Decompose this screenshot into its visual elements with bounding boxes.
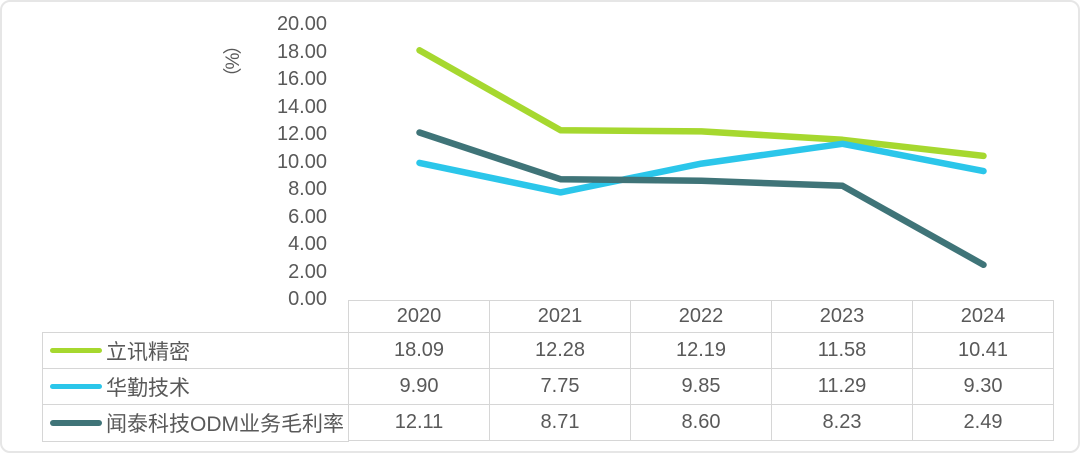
year-header-cell: 2020	[349, 301, 490, 333]
value-cell: 11.29	[772, 369, 913, 405]
y-axis-tick: 12.00	[276, 123, 327, 145]
table-row: 12.11 8.71 8.60 8.23 2.49	[349, 405, 1054, 441]
legend-row: 立讯精密	[43, 333, 348, 369]
series-line-2	[416, 140, 987, 196]
value-cell: 8.23	[772, 405, 913, 441]
table-row: 9.90 7.75 9.85 11.29 9.30	[349, 369, 1054, 405]
year-header-cell: 2021	[490, 301, 631, 333]
legend-row: 闻泰科技ODM业务毛利率	[43, 405, 348, 441]
legend-line-swatch	[50, 383, 102, 390]
table-row: 18.09 12.28 12.19 11.58 10.41	[349, 333, 1054, 369]
value-cell: 12.19	[631, 333, 772, 369]
table-header-row: 2020 2021 2022 2023 2024	[349, 301, 1054, 333]
y-axis-tick: 18.00	[276, 40, 327, 63]
value-cell: 10.41	[913, 333, 1054, 369]
data-table: 2020 2021 2022 2023 2024 18.09 12.28 12.19 11.5…	[348, 300, 1054, 441]
value-cell: 12.28	[490, 333, 631, 369]
value-cell: 8.71	[490, 405, 631, 441]
y-axis-tick: 6.00	[288, 205, 327, 228]
value-cell: 18.09	[349, 333, 490, 369]
legend-line-swatch	[50, 347, 102, 354]
series-line-3	[416, 129, 987, 269]
legend-column: 立讯精密华勤技术闻泰科技ODM业务毛利率	[42, 332, 349, 442]
value-cell: 12.11	[349, 405, 490, 441]
y-axis-tick: 4.00	[288, 233, 327, 255]
legend-series-label: 闻泰科技ODM业务毛利率	[106, 413, 344, 436]
value-cell: 9.90	[349, 369, 490, 405]
year-header-cell: 2022	[631, 301, 772, 333]
y-axis-tick: 16.00	[276, 68, 327, 90]
legend-series-label: 立讯精密	[106, 340, 190, 364]
value-cell: 8.60	[631, 405, 772, 441]
legend-row: 华勤技术	[43, 369, 348, 405]
year-header-cell: 2023	[772, 301, 913, 333]
y-axis-tick: 14.00	[276, 95, 327, 118]
y-axis-tick: 0.00	[288, 288, 327, 310]
legend-line-swatch	[50, 420, 102, 426]
year-header-cell: 2024	[913, 301, 1054, 333]
value-cell: 9.30	[913, 369, 1054, 405]
value-cell: 2.49	[913, 405, 1054, 441]
legend-series-label: 华勤技术	[106, 376, 190, 400]
y-axis-tick: 8.00	[288, 178, 327, 200]
series-line-1	[416, 47, 987, 160]
y-axis-tick: 20.00	[276, 13, 327, 35]
value-cell: 9.85	[631, 369, 772, 405]
y-axis-tick: 10.00	[276, 150, 327, 173]
value-cell: 11.58	[772, 333, 913, 369]
y-axis-tick: 2.00	[288, 260, 327, 283]
value-cell: 7.75	[490, 369, 631, 405]
table-body: 18.09 12.28 12.19 11.58 10.41 9.90 7.75 9.85 11.…	[349, 333, 1054, 441]
